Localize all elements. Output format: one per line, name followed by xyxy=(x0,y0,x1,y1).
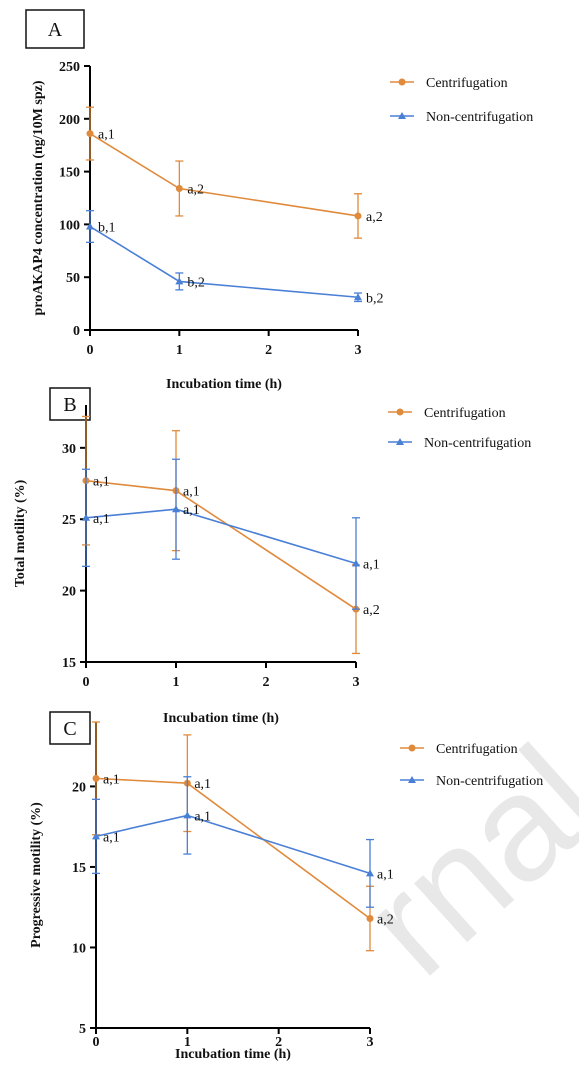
data-point xyxy=(366,869,374,877)
data-label: b,2 xyxy=(187,275,205,290)
data-label: a,2 xyxy=(377,912,394,927)
series-line xyxy=(89,132,359,217)
data-point xyxy=(354,212,362,220)
x-tick-label: 3 xyxy=(367,1035,374,1050)
data-point xyxy=(175,277,184,285)
data-label: a,2 xyxy=(187,182,204,197)
y-axis-label: Progressive motility (%) xyxy=(29,802,44,948)
legend-label: Non-centrifugation xyxy=(436,774,543,789)
y-tick-label: 20 xyxy=(72,780,86,795)
panel-label: C xyxy=(63,718,76,740)
legend-marker xyxy=(408,776,416,783)
legend-marker xyxy=(396,408,404,416)
x-axis-label: Incubation time (h) xyxy=(175,1047,291,1062)
series-line xyxy=(85,508,357,565)
legend-label: Centrifugation xyxy=(424,406,506,421)
data-point xyxy=(183,811,192,819)
x-tick-label: 0 xyxy=(83,675,90,690)
x-tick-label: 3 xyxy=(353,675,360,690)
data-label: a,1 xyxy=(377,867,394,882)
y-tick-label: 30 xyxy=(62,442,76,457)
data-label: b,2 xyxy=(366,291,384,306)
y-tick-label: 0 xyxy=(73,324,80,339)
data-label: b,1 xyxy=(98,221,116,236)
legend-label: Non-centrifugation xyxy=(424,436,531,451)
data-label: a,1 xyxy=(93,475,110,490)
data-point xyxy=(175,184,183,192)
y-tick-label: 15 xyxy=(72,861,86,876)
x-tick-label: 0 xyxy=(87,343,94,358)
data-label: a,2 xyxy=(366,210,383,225)
y-axis-label: proAKAP4 concentration (ng/10M spz) xyxy=(31,80,46,315)
y-tick-label: 50 xyxy=(66,271,80,286)
y-tick-label: 150 xyxy=(59,166,80,181)
series-line xyxy=(85,479,357,610)
data-label: a,1 xyxy=(98,128,115,143)
panel-label: A xyxy=(48,19,63,41)
panel-label-box xyxy=(49,711,91,745)
legend-marker xyxy=(398,78,406,86)
y-tick-label: 20 xyxy=(62,585,76,600)
legend-marker xyxy=(398,112,406,119)
data-point xyxy=(86,130,94,138)
data-point xyxy=(352,559,360,567)
y-tick-label: 100 xyxy=(59,218,80,233)
panel-label-box xyxy=(25,9,85,49)
y-axis-label: Total motility (%) xyxy=(13,479,28,587)
data-point xyxy=(92,774,100,782)
data-point xyxy=(82,513,90,521)
data-label: a,2 xyxy=(363,603,380,618)
y-tick-label: 5 xyxy=(79,1022,86,1037)
data-point xyxy=(92,832,100,840)
data-point xyxy=(172,505,180,513)
panel-label: B xyxy=(63,394,76,416)
series-line xyxy=(89,225,359,299)
x-tick-label: 2 xyxy=(275,1035,282,1050)
data-label: a,1 xyxy=(194,777,211,792)
legend-label: Centrifugation xyxy=(426,76,508,91)
x-axis-label: Incubation time (h) xyxy=(166,377,282,392)
x-axis-label: Incubation time (h) xyxy=(163,711,279,726)
y-tick-label: 250 xyxy=(59,60,80,75)
data-label: a,1 xyxy=(103,772,120,787)
y-tick-label: 25 xyxy=(62,513,76,528)
data-label: a,1 xyxy=(93,512,110,527)
x-tick-label: 1 xyxy=(184,1035,191,1050)
data-point xyxy=(366,914,374,922)
y-tick-label: 15 xyxy=(62,656,76,671)
data-label: a,1 xyxy=(183,485,200,500)
y-tick-label: 200 xyxy=(59,113,80,128)
x-tick-label: 2 xyxy=(263,675,270,690)
x-tick-label: 3 xyxy=(355,343,362,358)
series-line xyxy=(95,777,371,920)
y-tick-label: 10 xyxy=(72,941,86,956)
legend-label: Centrifugation xyxy=(436,742,518,757)
x-tick-label: 1 xyxy=(176,343,183,358)
series-line xyxy=(95,814,371,875)
x-tick-label: 0 xyxy=(93,1035,100,1050)
x-tick-label: 2 xyxy=(265,343,272,358)
data-label: a,1 xyxy=(194,809,211,824)
data-label: a,1 xyxy=(103,830,120,845)
data-point xyxy=(86,222,94,230)
panel-label-box xyxy=(49,387,91,421)
data-point xyxy=(354,293,362,301)
legend-marker xyxy=(396,438,404,445)
legend-marker xyxy=(408,744,416,752)
legend-label: Non-centrifugation xyxy=(426,110,533,125)
data-label: a,1 xyxy=(183,503,200,518)
data-label: a,1 xyxy=(363,557,380,572)
x-tick-label: 1 xyxy=(173,675,180,690)
